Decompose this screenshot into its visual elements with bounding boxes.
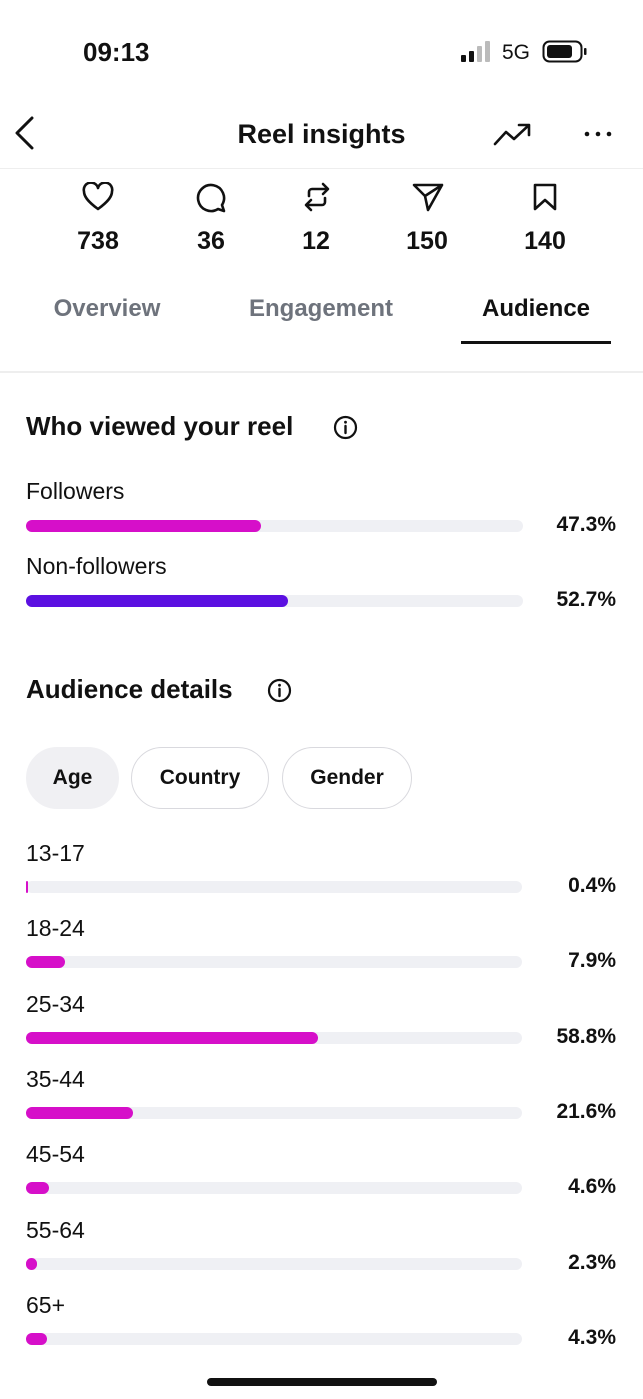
bar [26, 956, 66, 969]
shares-icon [412, 183, 444, 212]
row-label: 45-54 [26, 1141, 85, 1168]
active-tab-indicator [461, 341, 611, 344]
bar-track [26, 1332, 522, 1345]
bar-track [26, 881, 522, 893]
stat-count: 140 [524, 227, 566, 255]
more-button[interactable] [583, 125, 613, 145]
divider [0, 168, 643, 169]
header-title: Reel insights [237, 119, 406, 149]
bar [26, 1332, 48, 1345]
value-label: 4.3% [568, 1325, 616, 1345]
bar [26, 1182, 49, 1195]
row-label: 35-44 [26, 1065, 85, 1092]
network-label: 5G [502, 41, 531, 64]
section-title: Who viewed your reel [26, 411, 294, 441]
row-label: 18-24 [26, 915, 85, 942]
value-label: 47.3% [556, 513, 616, 536]
bar-track [26, 956, 522, 969]
info-icon[interactable] [333, 415, 358, 440]
bar-track [26, 520, 523, 532]
tab[interactable]: Engagement [248, 295, 394, 322]
row-label: 25-34 [26, 990, 85, 1017]
value-label: 58.8% [556, 1024, 616, 1048]
reposts-icon [304, 182, 330, 212]
home-indicator [207, 1378, 437, 1386]
bar-track [26, 1106, 522, 1119]
bar [26, 520, 262, 532]
signal-icon [461, 41, 490, 62]
section-title: Audience details [26, 674, 233, 704]
divider [0, 371, 643, 373]
row-label: Followers [26, 478, 125, 504]
value-label: 7.9% [568, 949, 616, 973]
bar-track [26, 1257, 522, 1270]
row-label: Non-followers [26, 553, 167, 579]
battery-icon [542, 40, 587, 63]
bar-track [26, 595, 523, 607]
status-time: 09:13 [83, 37, 150, 67]
tab[interactable]: Overview [53, 295, 161, 322]
row-label: 13-17 [26, 840, 85, 866]
stat-count: 36 [197, 227, 225, 255]
value-label: 2.3% [568, 1250, 616, 1274]
row-label: 55-64 [26, 1216, 85, 1243]
screen: 09:13 5G Reel insights 738 36 12 150 140 Over… [0, 37, 643, 1345]
trend-button[interactable] [492, 120, 534, 150]
value-label: 21.6% [556, 1099, 616, 1123]
bar [26, 1257, 38, 1270]
info-icon[interactable] [267, 678, 292, 703]
bar-track [26, 1031, 522, 1044]
bar [26, 1031, 318, 1044]
value-label: 0.4% [568, 874, 616, 897]
value-label: 4.6% [568, 1175, 616, 1199]
row-label: 65+ [26, 1291, 66, 1318]
back-button[interactable] [10, 114, 40, 154]
bar [26, 881, 28, 893]
bar-track [26, 1182, 522, 1195]
filter-chip[interactable]: Gender [282, 747, 412, 809]
comments-icon [196, 183, 226, 213]
bar [26, 1106, 134, 1119]
saves-icon [533, 183, 557, 211]
value-label: 52.7% [556, 588, 616, 611]
stat-count: 12 [302, 227, 330, 255]
stat-count: 150 [406, 227, 448, 255]
filter-chip[interactable]: Country [131, 747, 269, 809]
filter-chip[interactable]: Age [26, 747, 119, 809]
likes-icon [82, 182, 114, 211]
stat-count: 738 [77, 227, 119, 255]
bar [26, 595, 288, 607]
tab[interactable]: Audience [481, 295, 591, 322]
